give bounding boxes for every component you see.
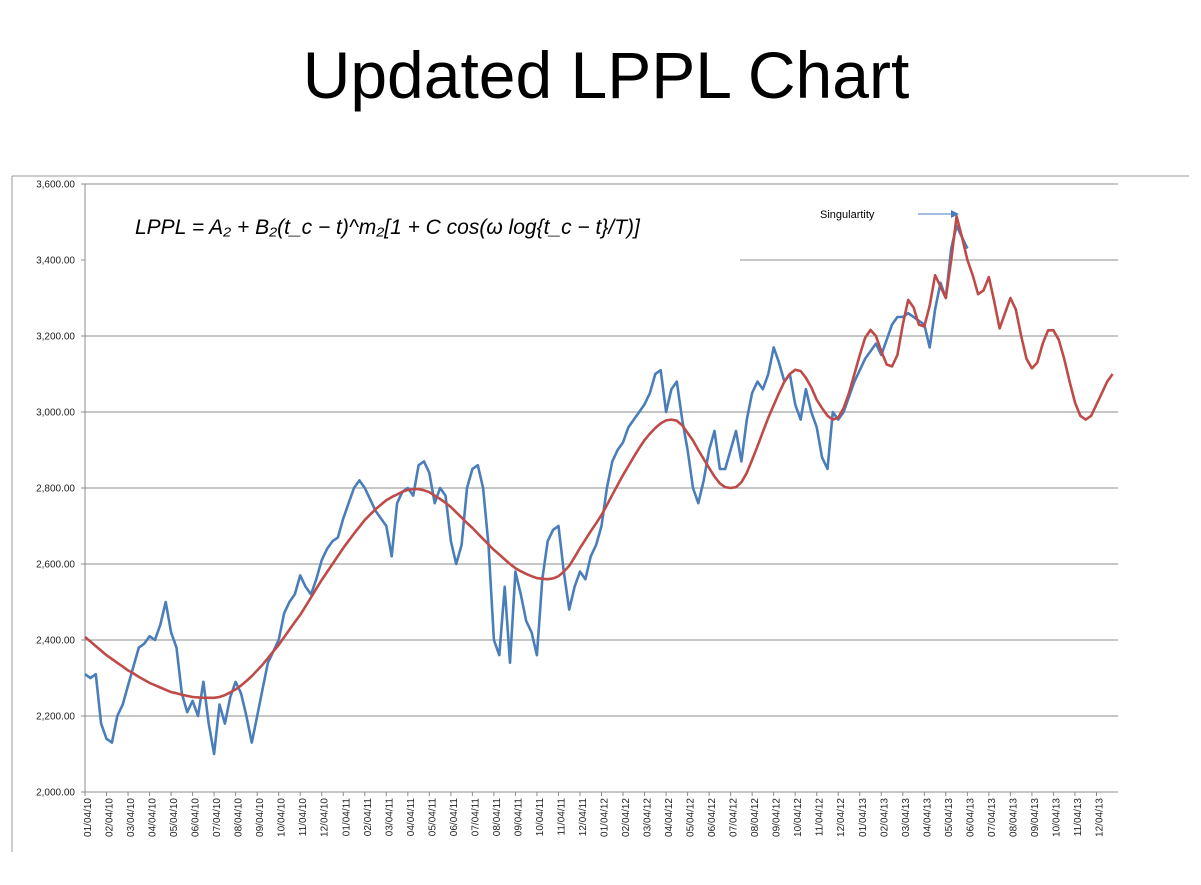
x-tick-label: 02/04/13 <box>879 798 890 837</box>
x-tick-label: 02/04/10 <box>105 798 116 837</box>
y-tick-label: 2,400.00 <box>36 636 75 647</box>
x-tick-label: 05/04/13 <box>944 798 955 837</box>
x-tick-label: 10/04/11 <box>535 798 546 837</box>
x-tick-label: 03/04/10 <box>126 798 137 837</box>
y-tick-label: 2,200.00 <box>36 712 75 723</box>
x-tick-label: 04/04/11 <box>406 798 417 837</box>
x-tick-label: 08/04/11 <box>492 798 503 837</box>
x-tick-label: 07/04/10 <box>212 798 223 837</box>
x-tick-label: 11/04/11 <box>556 798 567 836</box>
x-tick-label: 01/04/12 <box>600 798 611 837</box>
x-tick-label: 05/04/12 <box>686 798 697 837</box>
x-tick-label: 09/04/12 <box>772 798 783 837</box>
y-tick-label: 3,600.00 <box>36 180 75 191</box>
x-tick-label: 12/04/13 <box>1094 798 1105 837</box>
x-tick-label: 02/04/12 <box>621 798 632 837</box>
x-tick-label: 03/04/13 <box>901 798 912 837</box>
y-tick-label: 3,400.00 <box>36 256 75 267</box>
x-tick-label: 05/04/11 <box>427 798 438 837</box>
x-tick-label: 08/04/10 <box>234 798 245 837</box>
x-tick-label: 11/04/13 <box>1073 798 1084 837</box>
x-tick-label: 07/04/11 <box>470 798 481 837</box>
annotation: Singulartity <box>820 209 875 221</box>
x-tick-label: 01/04/13 <box>858 798 869 837</box>
series-line <box>84 215 1114 700</box>
x-tick-label: 06/04/13 <box>965 798 976 837</box>
x-tick-label: 06/04/12 <box>707 798 718 837</box>
x-tick-label: 03/04/11 <box>384 798 395 837</box>
x-tick-label: 12/04/10 <box>320 798 331 837</box>
x-tick-label: 04/04/12 <box>664 798 675 837</box>
x-tick-label: 05/04/10 <box>169 798 180 837</box>
y-tick-label: 3,000.00 <box>36 408 75 419</box>
series-line <box>84 224 969 756</box>
x-tick-label: 08/04/13 <box>1008 798 1019 837</box>
x-tick-label: 06/04/10 <box>191 798 202 837</box>
x-tick-label: 10/04/10 <box>277 798 288 837</box>
x-tick-label: 07/04/12 <box>729 798 740 837</box>
x-tick-label: 09/04/13 <box>1030 798 1041 837</box>
x-tick-label: 12/04/12 <box>836 798 847 837</box>
y-tick-label: 2,000.00 <box>36 788 75 799</box>
x-tick-label: 10/04/12 <box>793 798 804 837</box>
slide-title: Updated LPPL Chart <box>303 38 910 112</box>
x-tick-label: 02/04/11 <box>363 798 374 837</box>
x-tick-label: 04/04/10 <box>148 798 159 837</box>
x-tick-label: 01/04/11 <box>341 798 352 837</box>
x-tick-label: 06/04/11 <box>449 798 460 837</box>
x-tick-label: 04/04/13 <box>922 798 933 837</box>
plot <box>84 215 1114 756</box>
x-tick-label: 10/04/13 <box>1051 798 1062 837</box>
x-tick-label: 11/04/10 <box>298 798 309 837</box>
x-tick-label: 09/04/10 <box>255 798 266 837</box>
x-tick-label: 07/04/13 <box>987 798 998 837</box>
x-tick-label: 01/04/10 <box>83 798 94 837</box>
x-tick-label: 09/04/11 <box>513 798 524 837</box>
y-tick-label: 3,200.00 <box>36 332 75 343</box>
formula: LPPL = A₂ + B₂(t_c − t)^m₂[1 + C cos(ω l… <box>135 216 641 239</box>
grid: 2,000.00 2,200.00 2,400.00 2,600.00 2,800.00… <box>36 180 1118 837</box>
x-tick-label: 12/04/11 <box>578 798 589 837</box>
x-tick-label: 08/04/12 <box>750 798 761 837</box>
x-tick-label: 03/04/12 <box>643 798 654 837</box>
x-tick-label: 11/04/12 <box>815 798 826 837</box>
formula-box <box>120 200 740 275</box>
y-tick-label: 2,600.00 <box>36 560 75 571</box>
y-tick-label: 2,800.00 <box>36 484 75 495</box>
